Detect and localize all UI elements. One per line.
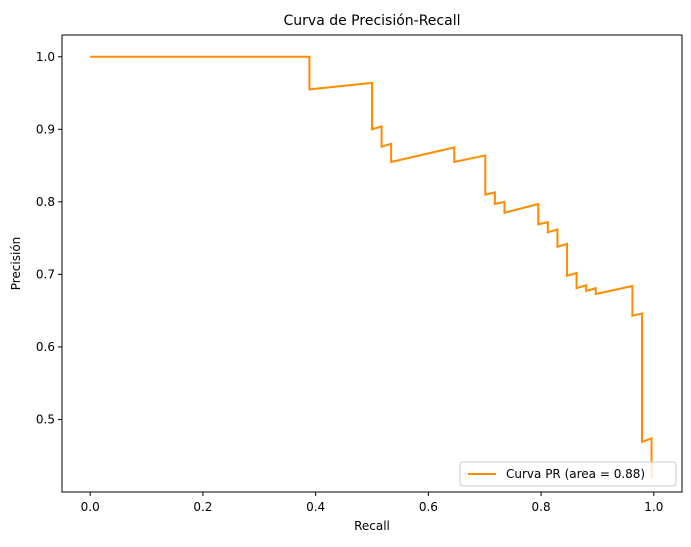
series-line-curva-pr: [90, 55, 653, 478]
x-axis: 0.0 0.2 0.4 0.6 0.8 1.0: [81, 492, 663, 514]
x-tick-label: 1.0: [644, 500, 663, 514]
y-tick-label: 1.0: [36, 50, 55, 64]
x-tick-label: 0.4: [306, 500, 325, 514]
x-axis-title: Recall: [354, 519, 390, 533]
legend: Curva PR (area = 0.88): [459, 461, 677, 487]
y-axis: 0.5 0.6 0.7 0.8 0.9 1.0: [36, 50, 62, 426]
plot-frame: [61, 34, 683, 493]
x-tick-label: 0.2: [193, 500, 212, 514]
series-layer: [90, 55, 653, 478]
x-tick-label: 0.8: [532, 500, 551, 514]
y-tick-label: 0.7: [36, 267, 55, 281]
y-tick-label: 0.5: [36, 412, 55, 426]
x-tick-label: 0.0: [81, 500, 100, 514]
chart-title: Curva de Precisión-Recall: [284, 13, 461, 29]
x-tick-label: 0.6: [419, 500, 438, 514]
y-tick-label: 0.9: [36, 122, 55, 136]
legend-box: [459, 461, 677, 487]
y-tick-label: 0.8: [36, 195, 55, 209]
legend-label-curva-pr: Curva PR (area = 0.88): [506, 467, 645, 481]
y-tick-label: 0.6: [36, 340, 55, 354]
y-axis-title: Precisión: [9, 237, 23, 291]
